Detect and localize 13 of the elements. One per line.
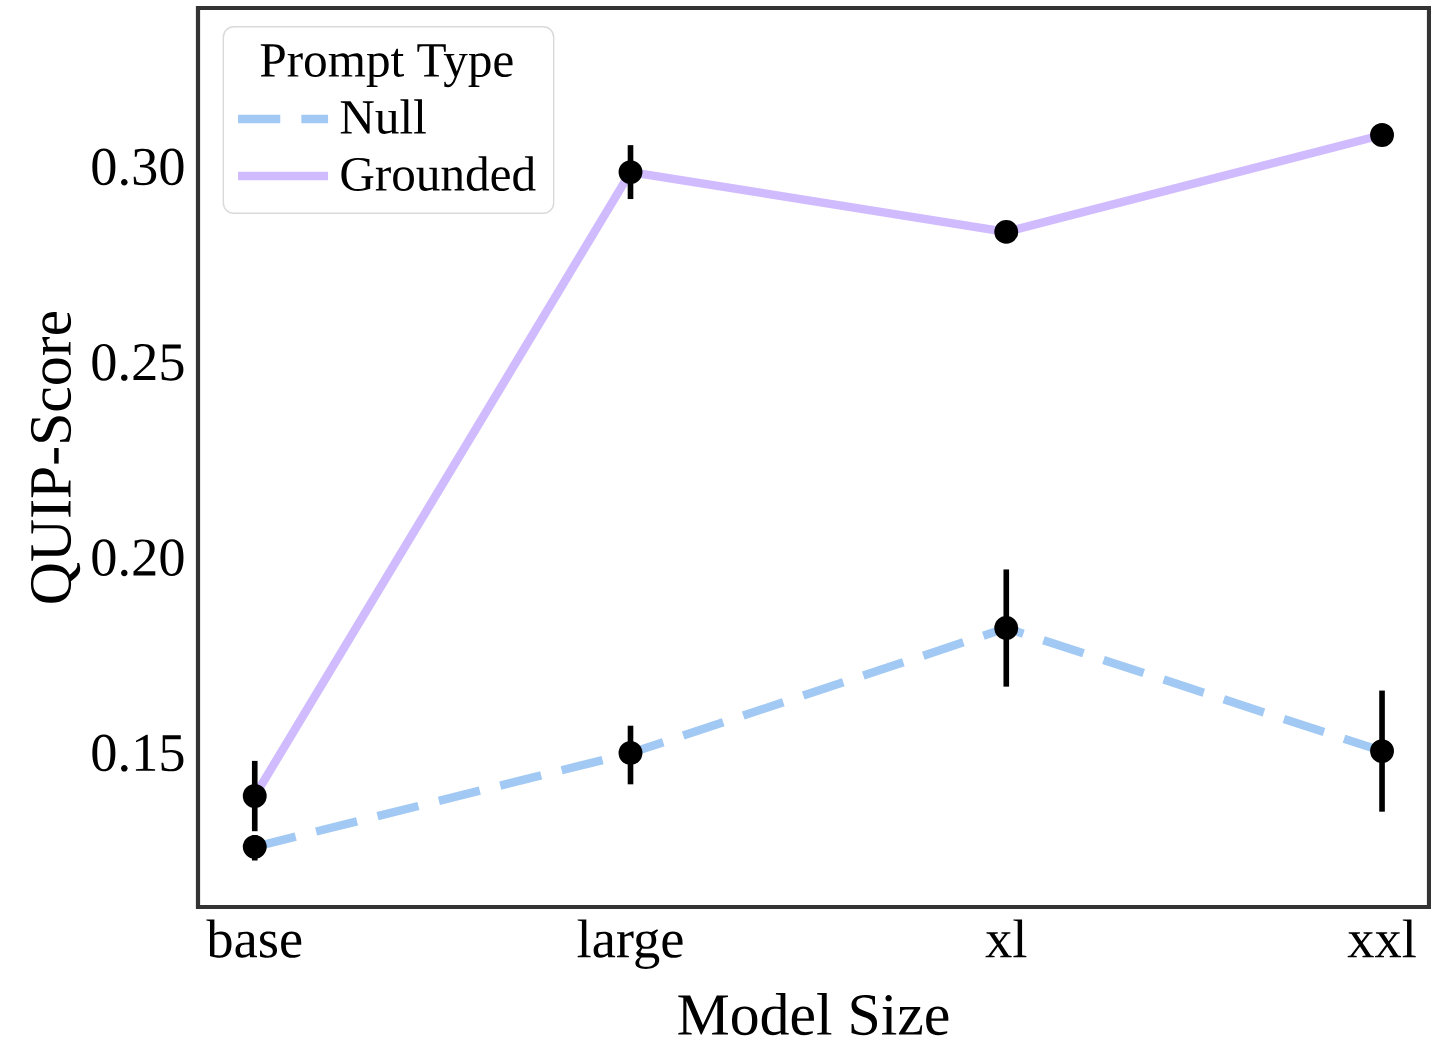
legend-label: Null (340, 99, 426, 134)
x-tick-label: xl (985, 919, 1027, 958)
x-tick-label: xxl (1347, 919, 1416, 958)
x-tick-label: large (577, 919, 683, 969)
y-tick-label: 0.30 (92, 148, 184, 186)
y-tick-label: 0.25 (92, 343, 184, 381)
legend-title: Prompt Type (260, 44, 513, 88)
x-axis-title: Model Size (678, 993, 949, 1036)
y-axis-title: QUIP-Score (30, 311, 81, 603)
y-tick-label: 0.20 (92, 539, 184, 577)
legend-label: Grounded (341, 156, 536, 191)
y-tick-label: 0.15 (92, 734, 184, 772)
x-tick-label: base (206, 919, 302, 958)
